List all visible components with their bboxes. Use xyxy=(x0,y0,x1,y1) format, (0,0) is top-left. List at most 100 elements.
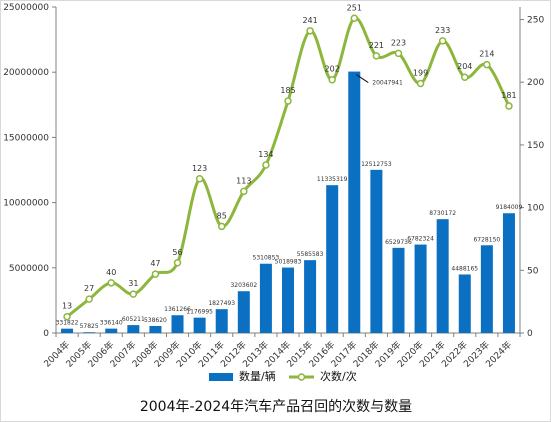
bar-mark xyxy=(61,328,74,333)
line-point xyxy=(151,270,160,278)
bar-value-label: 538620 xyxy=(144,317,167,324)
bar-mark xyxy=(348,71,361,333)
left-axis-tick-label: 10000000 xyxy=(3,199,49,209)
line-value-label: 13 xyxy=(62,302,72,311)
bar-value-label: 4488165 xyxy=(451,265,478,272)
line-value-label: 241 xyxy=(302,16,317,25)
bar-mark xyxy=(105,328,118,333)
left-axis-tick-label: 5000000 xyxy=(9,264,49,274)
bar-mark xyxy=(304,260,317,333)
line-value-label: 123 xyxy=(192,164,207,173)
bar-label-leader-line xyxy=(356,74,369,83)
line-value-label: 27 xyxy=(84,284,94,293)
line-value-label: 202 xyxy=(325,65,340,74)
right-axis-tick-label: 100 xyxy=(527,204,544,214)
line-point xyxy=(107,279,115,287)
right-axis-tick-label: 200 xyxy=(527,78,544,88)
line-point xyxy=(461,73,469,81)
bar-value-label: 331822 xyxy=(56,320,79,327)
bar-value-label: 3203602 xyxy=(230,282,257,289)
line-point xyxy=(505,102,513,110)
bar-value-label: 1827493 xyxy=(208,300,235,307)
bar-mark xyxy=(259,263,272,333)
bar-value-label: 1361266 xyxy=(164,306,191,313)
line-point xyxy=(85,295,93,303)
line-point xyxy=(416,79,425,88)
line-value-label: 31 xyxy=(128,279,138,288)
bar-mark xyxy=(436,219,449,333)
bar-value-label: 1176995 xyxy=(186,309,213,316)
bar-mark xyxy=(83,332,96,333)
left-axis-tick-label: 15000000 xyxy=(3,133,49,143)
line-value-label: 56 xyxy=(172,248,182,257)
bar-value-label: 336140 xyxy=(100,320,123,327)
line-point xyxy=(438,37,447,45)
line-point xyxy=(394,49,403,58)
left-axis-tick-label: 0 xyxy=(43,329,49,339)
line-point xyxy=(262,161,270,169)
bar-value-label: 6529736 xyxy=(385,239,412,246)
line-point xyxy=(195,175,204,183)
line-point xyxy=(129,290,138,298)
bar-mark xyxy=(392,247,405,333)
line-point xyxy=(350,14,359,23)
bar-mark xyxy=(237,291,250,333)
line-point xyxy=(284,97,292,105)
line-value-label: 199 xyxy=(413,68,428,77)
legend-line-label: 次数/次 xyxy=(320,369,357,383)
line-series-group xyxy=(63,14,513,321)
bar-mark xyxy=(326,185,339,333)
bar-mark xyxy=(502,213,515,333)
line-value-label: 113 xyxy=(236,176,251,185)
line-value-label: 223 xyxy=(391,38,406,47)
bar-mark xyxy=(282,267,294,333)
bar-value-label: 11335319 xyxy=(317,176,348,183)
bar-value-label: 6782324 xyxy=(407,236,434,243)
line-value-label: 214 xyxy=(479,50,494,59)
line-point xyxy=(240,187,248,196)
bar-mark xyxy=(480,245,493,333)
bar-series-group xyxy=(61,71,515,333)
left-axis-tick-label: 20000000 xyxy=(3,68,49,78)
bar-value-label: 5585583 xyxy=(297,251,324,258)
chart-legend: 数量/辆 次数/次 xyxy=(209,369,357,383)
line-value-label: 40 xyxy=(106,268,116,277)
legend-line-marker xyxy=(297,373,306,381)
line-point xyxy=(217,222,226,231)
bar-mark xyxy=(149,325,162,333)
right-axis-tick-label: 250 xyxy=(527,16,544,26)
line-value-label: 204 xyxy=(457,62,472,71)
bar-value-label: 605211 xyxy=(122,316,145,323)
bar-mark xyxy=(215,309,228,333)
line-value-label: 185 xyxy=(280,86,295,95)
bar-value-label: 8730172 xyxy=(429,210,456,217)
bar-mark xyxy=(171,315,184,333)
bar-value-label: 6728150 xyxy=(473,236,500,243)
right-axis-tick-label: 50 xyxy=(527,266,539,276)
line-value-label: 251 xyxy=(347,3,362,12)
line-point xyxy=(63,312,71,321)
right-axis-tick-label: 0 xyxy=(527,329,533,339)
line-point xyxy=(173,259,182,267)
line-value-label: 134 xyxy=(258,150,273,159)
bar-value-label: 5018983 xyxy=(275,259,302,266)
right-axis-tick-label: 150 xyxy=(527,141,544,151)
bar-value-label: 5310853 xyxy=(253,255,280,262)
bar-value-label: 20047941 xyxy=(372,80,403,87)
legend-bar-swatch xyxy=(209,373,233,381)
bar-mark xyxy=(458,274,471,333)
bar-value-label: 57825 xyxy=(80,323,99,330)
line-value-label: 47 xyxy=(150,259,160,268)
line-point xyxy=(483,60,491,69)
line-point xyxy=(372,52,381,60)
line-value-label: 221 xyxy=(369,41,384,50)
bar-mark xyxy=(414,244,427,333)
line-value-label: 233 xyxy=(435,26,450,35)
line-value-labels: 13 27 40 31 47 56 123 85 113 134 185 241 202 251 221 22… xyxy=(62,3,517,310)
line-value-label: 181 xyxy=(501,91,516,100)
chart-title: 2004年-2024年汽车产品召回的次数与数量 xyxy=(140,398,412,415)
bar-mark xyxy=(193,317,206,333)
